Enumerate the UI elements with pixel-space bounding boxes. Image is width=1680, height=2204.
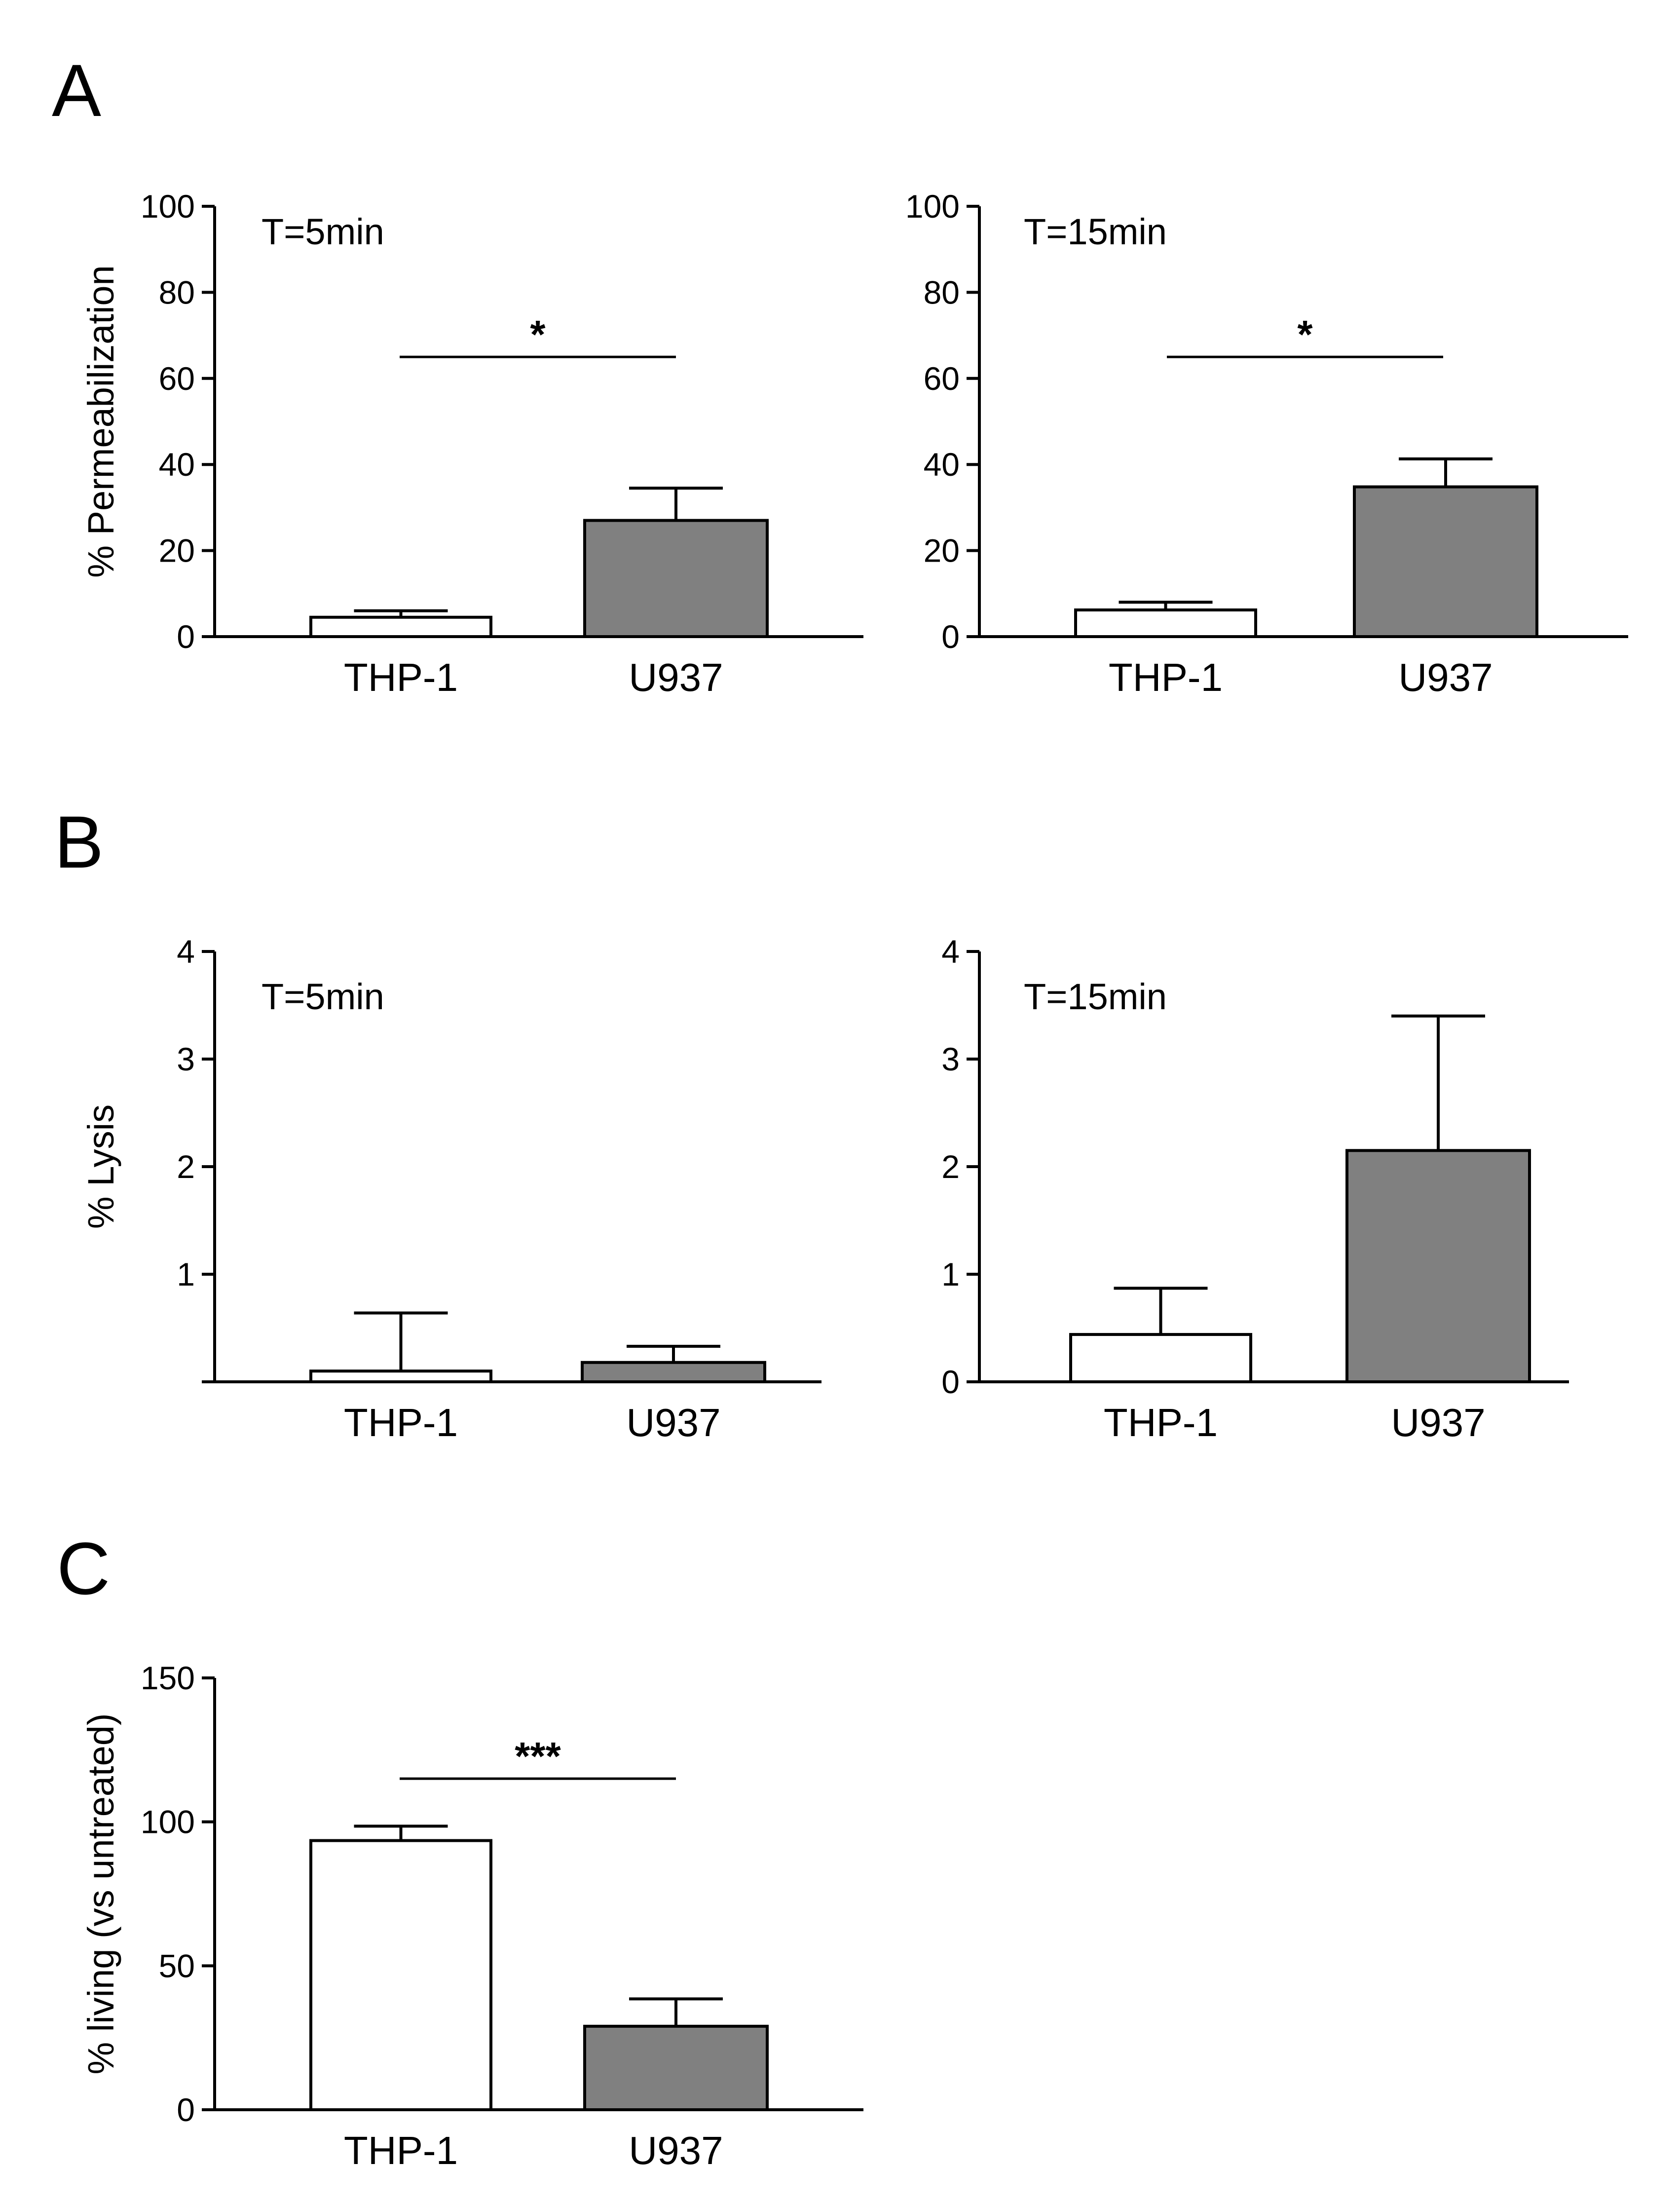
y-tick-label: 60 xyxy=(159,360,195,397)
panel-letter-a: A xyxy=(52,49,101,132)
significance-marker: * xyxy=(530,312,546,356)
y-tick-label: 0 xyxy=(941,1364,960,1400)
y-tick-label: 1 xyxy=(941,1256,960,1292)
y-tick-label: 20 xyxy=(924,532,960,569)
y-tick-label: 4 xyxy=(941,933,960,970)
panel-letter-b: B xyxy=(54,800,104,883)
y-tick-label: 80 xyxy=(159,274,195,310)
bar-u937 xyxy=(583,2024,769,2112)
y-tick-label: 40 xyxy=(159,446,195,483)
bar-thp1 xyxy=(309,1839,492,2111)
x-category-label: THP-1 xyxy=(344,1401,458,1444)
y-tick-label: 0 xyxy=(177,618,195,655)
y-tick-label: 4 xyxy=(177,933,195,970)
time-annotation: T=15min xyxy=(1024,211,1167,252)
y-tick-label: 40 xyxy=(924,446,960,483)
y-tick-label: 50 xyxy=(159,1947,195,1984)
y-tick-label: 80 xyxy=(924,274,960,310)
y-tick-label: 1 xyxy=(177,1256,195,1292)
bar-u937 xyxy=(1345,1149,1531,1384)
bar-thp1 xyxy=(309,1369,492,1383)
x-category-label: U937 xyxy=(626,1401,720,1444)
bar-thp1 xyxy=(1074,608,1257,639)
panel-letter-c: C xyxy=(57,1527,110,1610)
time-annotation: T=15min xyxy=(1024,976,1167,1017)
bar-u937 xyxy=(581,1361,766,1384)
chart-a-5min: 0 20 40 60 80 100 THP-1 U937 T=5min % Permeabiliz… xyxy=(80,188,863,699)
y-axis-label: % Lysis xyxy=(80,1104,121,1229)
x-category-label: U937 xyxy=(1398,655,1493,699)
significance-marker: *** xyxy=(515,1734,561,1778)
x-category-label: U937 xyxy=(1391,1401,1485,1444)
y-tick-label: 20 xyxy=(159,532,195,569)
y-tick-label: 3 xyxy=(177,1041,195,1077)
chart-b-5min: 1 2 3 4 THP-1 U937 T=5min % Lysis xyxy=(80,933,821,1444)
y-tick-label: 0 xyxy=(177,2091,195,2128)
x-category-label: U937 xyxy=(629,655,723,699)
x-category-label: THP-1 xyxy=(1109,655,1223,699)
bar-thp1 xyxy=(309,615,492,639)
y-tick-label: 2 xyxy=(177,1148,195,1185)
bar-u937 xyxy=(583,519,769,639)
chart-b-15min: 0 1 2 3 4 THP-1 U937 T=15min xyxy=(941,933,1569,1444)
y-tick-label: 3 xyxy=(941,1041,960,1077)
x-category-label: THP-1 xyxy=(344,655,458,699)
bar-thp1 xyxy=(1069,1333,1252,1384)
time-annotation: T=5min xyxy=(261,976,384,1017)
y-tick-label: 2 xyxy=(941,1148,960,1185)
y-tick-label: 100 xyxy=(141,188,195,225)
chart-a-15min: 0 20 40 60 80 100 THP-1 U937 T=15min * xyxy=(905,188,1628,699)
time-annotation: T=5min xyxy=(261,211,384,252)
x-category-label: THP-1 xyxy=(1104,1401,1218,1444)
y-tick-label: 100 xyxy=(141,1804,195,1840)
y-axis-label: % Permeabilization xyxy=(80,265,121,577)
y-axis-label: % living (vs untreated) xyxy=(80,1713,121,2074)
y-tick-label: 150 xyxy=(141,1660,195,1696)
bar-u937 xyxy=(1353,485,1538,638)
significance-marker: * xyxy=(1297,312,1313,356)
x-category-label: THP-1 xyxy=(344,2128,458,2172)
x-category-label: U937 xyxy=(629,2128,723,2172)
y-tick-label: 100 xyxy=(905,188,960,225)
y-tick-label: 60 xyxy=(924,360,960,397)
y-tick-label: 0 xyxy=(941,618,960,655)
chart-c: 0 50 100 150 THP-1 U937 % living (vs untreated… xyxy=(80,1660,863,2172)
